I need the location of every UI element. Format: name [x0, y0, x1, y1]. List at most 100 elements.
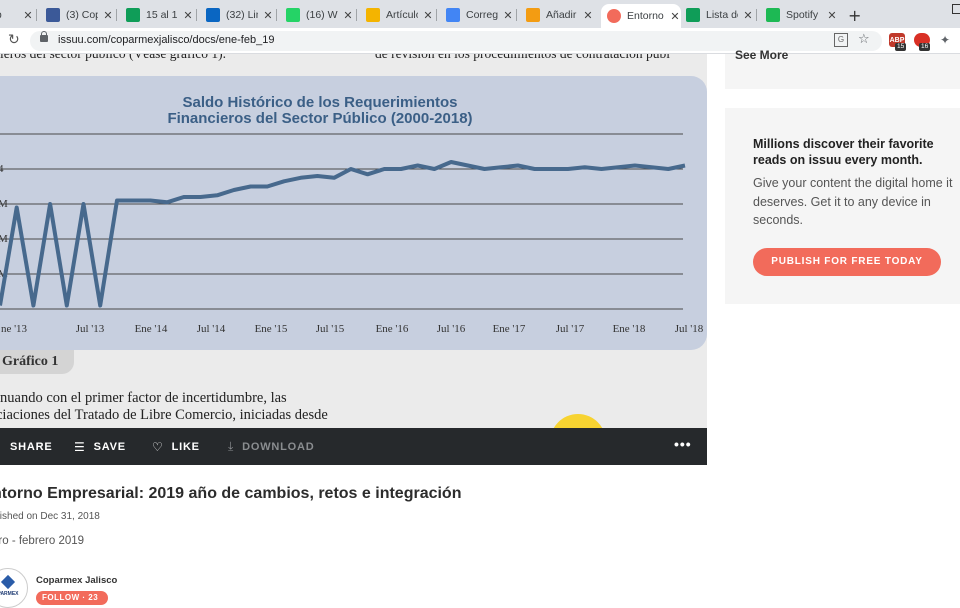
- tab-title: Spotify: [786, 9, 819, 21]
- tab-title: op: [0, 9, 18, 21]
- extension-badge: 15: [895, 43, 907, 51]
- tab-title: Correg: [466, 9, 498, 21]
- promo-card: Millions discover their favorite reads o…: [725, 108, 960, 304]
- x-tick-label: ne '13: [1, 323, 28, 335]
- issuu-icon: [607, 9, 621, 23]
- x-tick-label: Jul '13: [76, 323, 105, 335]
- tab-title: Lista de: [706, 9, 738, 21]
- download-label: DOWNLOAD: [242, 440, 315, 453]
- chart-title: Financieros del Sector Público (2000-201…: [167, 110, 473, 127]
- browser-tab[interactable]: (32) Lin ✕: [200, 4, 274, 26]
- document-text: de revisión en los procedimientos de con…: [375, 54, 670, 62]
- close-tab-icon[interactable]: ✕: [183, 8, 193, 22]
- translate-icon[interactable]: G: [834, 33, 848, 47]
- close-tab-icon[interactable]: ✕: [103, 8, 113, 22]
- share-button[interactable]: SHARE: [10, 428, 53, 465]
- tab-separator: [116, 9, 117, 21]
- omnibox[interactable]: issuu.com/coparmexjalisco/docs/ene-feb_1…: [30, 31, 882, 51]
- document-text: inuando con el primer factor de incertid…: [0, 390, 287, 406]
- browser-tab[interactable]: Entorno ✕: [601, 4, 681, 28]
- save-label: SAVE: [93, 440, 126, 453]
- browser-tab-strip: op✕(3) Cop✕15 al 19✕(32) Lin✕(16) Wh✕Art…: [0, 0, 960, 28]
- share-label: SHARE: [10, 440, 53, 453]
- window-control[interactable]: [952, 4, 960, 14]
- tab-title: (3) Cop: [66, 9, 98, 21]
- more-options-button[interactable]: •••: [674, 436, 692, 452]
- published-date: blished on Dec 31, 2018: [0, 511, 100, 522]
- heart-icon: ♡: [152, 439, 164, 454]
- facebook-icon: [46, 8, 60, 22]
- whatsapp-icon: [286, 8, 300, 22]
- close-tab-icon[interactable]: ✕: [423, 8, 433, 22]
- tab-title: 15 al 19: [146, 9, 178, 21]
- lock-icon[interactable]: [40, 31, 48, 42]
- browser-tab[interactable]: op ✕: [0, 4, 34, 26]
- follow-button[interactable]: FOLLOW · 23: [36, 591, 108, 605]
- browser-tab[interactable]: (16) Wh ✕: [280, 4, 354, 26]
- publisher-avatar[interactable]: PARMEX: [0, 568, 28, 608]
- close-tab-icon[interactable]: ✕: [23, 8, 33, 22]
- reader-toolbar: SHARE ☰ SAVE ♡ LIKE ⤓ DOWNLOAD •••: [0, 428, 707, 465]
- browser-tab[interactable]: Spotify ✕: [760, 4, 838, 26]
- tab-separator: [436, 9, 437, 21]
- like-label: LIKE: [171, 440, 200, 453]
- y-tick-label: 4: [0, 163, 4, 175]
- publication-info: ntorno Empresarial: 2019 año de cambios,…: [0, 465, 707, 608]
- promo-body: Give your content the digital home it de…: [753, 176, 953, 227]
- promo-heading: Millions discover their favorite reads o…: [753, 137, 934, 167]
- chart-panel: Saldo Histórico de los Requerimientos Fi…: [0, 76, 707, 350]
- issue-name: ero - febrero 2019: [0, 535, 85, 547]
- download-button[interactable]: ⤓ DOWNLOAD: [228, 428, 315, 465]
- bookmark-star-icon[interactable]: ☆: [858, 32, 870, 47]
- browser-tab[interactable]: Lista de ✕: [680, 4, 754, 26]
- close-tab-icon[interactable]: ✕: [263, 8, 273, 22]
- browser-tab[interactable]: (3) Cop ✕: [40, 4, 114, 26]
- right-sidebar: See More Millions discover their favorit…: [707, 48, 960, 600]
- close-tab-icon[interactable]: ✕: [743, 8, 753, 22]
- publication-title: ntorno Empresarial: 2019 año de cambios,…: [0, 485, 462, 502]
- save-button[interactable]: ☰ SAVE: [74, 428, 126, 465]
- extensions-puzzle-icon[interactable]: ✦: [940, 33, 951, 47]
- see-more-panel: See More: [725, 48, 960, 89]
- tab-separator: [196, 9, 197, 21]
- chart-caption: Gráfico 1: [0, 350, 74, 374]
- url-text[interactable]: issuu.com/coparmexjalisco/docs/ene-feb_1…: [58, 34, 275, 46]
- browser-tab[interactable]: Añadir ✕: [520, 4, 594, 26]
- document-text: cieros del sector público (Véase gráfico…: [0, 54, 226, 62]
- tab-title: (32) Lin: [226, 9, 258, 21]
- y-tick-label: M: [0, 198, 8, 210]
- tab-separator: [756, 9, 757, 21]
- close-tab-icon[interactable]: ✕: [583, 8, 593, 22]
- see-more-link[interactable]: See More: [735, 48, 789, 62]
- tab-separator: [276, 9, 277, 21]
- close-tab-icon[interactable]: ✕: [670, 9, 680, 23]
- new-tab-button[interactable]: +: [848, 6, 862, 25]
- series-line: [0, 160, 686, 308]
- publisher-name[interactable]: Coparmex Jalisco: [36, 575, 118, 586]
- x-tick-label: Ene '17: [493, 323, 526, 335]
- tab-separator: [356, 9, 357, 21]
- browser-tab[interactable]: Correg ✕: [440, 4, 514, 26]
- close-tab-icon[interactable]: ✕: [503, 8, 513, 22]
- tab-separator: [516, 9, 517, 21]
- browser-tab[interactable]: Artículo ✕: [360, 4, 434, 26]
- x-tick-label: Jul '17: [556, 323, 585, 335]
- google-docs-icon: [446, 8, 460, 22]
- close-tab-icon[interactable]: ✕: [827, 8, 837, 22]
- linkedin-icon: [206, 8, 220, 22]
- download-icon: ⤓: [228, 439, 235, 453]
- browser-tab[interactable]: 15 al 19 ✕: [120, 4, 194, 26]
- address-bar-row: ↻ issuu.com/coparmexjalisco/docs/ene-feb…: [0, 28, 960, 54]
- publish-free-button[interactable]: PUBLISH FOR FREE TODAY: [753, 248, 941, 276]
- document-text: ciaciones del Tratado de Libre Comercio,…: [0, 407, 328, 423]
- document-viewer[interactable]: cieros del sector público (Véase gráfico…: [0, 54, 707, 428]
- chart-title: Saldo Histórico de los Requerimientos: [182, 94, 458, 111]
- reload-icon[interactable]: ↻: [8, 32, 20, 48]
- google-drive-icon: [366, 8, 380, 22]
- like-button[interactable]: ♡ LIKE: [152, 428, 200, 465]
- x-tick-label: Ene '15: [255, 323, 288, 335]
- close-tab-icon[interactable]: ✕: [343, 8, 353, 22]
- extension-badge: 16: [919, 43, 931, 51]
- google-sheets-icon: [126, 8, 140, 22]
- tab-title: Artículo: [386, 9, 418, 21]
